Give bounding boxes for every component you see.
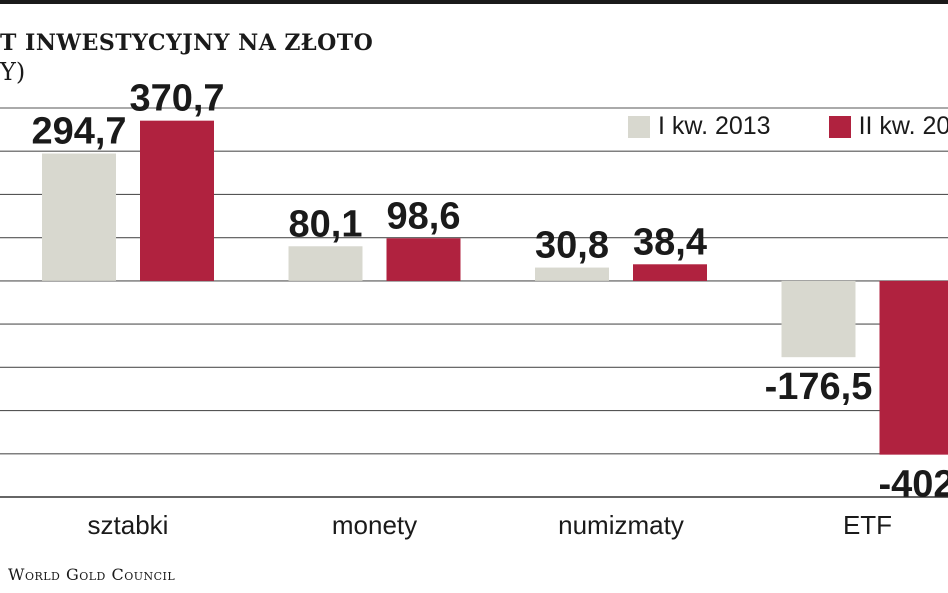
bar-numizmaty-series-2 bbox=[633, 264, 707, 281]
category-label: ETF bbox=[843, 510, 892, 540]
category-label: monety bbox=[332, 510, 417, 540]
legend-label-series-1: I kw. 2013 bbox=[658, 112, 771, 140]
data-label-monety-series-2: 98,6 bbox=[387, 195, 461, 237]
top-rule bbox=[0, 0, 948, 4]
bar-monety-series-1 bbox=[288, 246, 363, 281]
category-label: sztabki bbox=[88, 510, 169, 540]
chart-subtitle: Y) bbox=[0, 58, 26, 86]
bar-sztabki-series-2 bbox=[140, 120, 214, 281]
legend-swatch-series-1 bbox=[628, 115, 650, 138]
bar-monety-series-2 bbox=[386, 238, 461, 281]
data-label-sztabki-series-2: 370,7 bbox=[129, 78, 224, 120]
bar-sztabki-series-1 bbox=[42, 153, 116, 281]
data-label-numizmaty-series-2: 38,4 bbox=[633, 221, 707, 263]
data-label-monety-series-1: 80,1 bbox=[289, 203, 363, 245]
legend: I kw. 2013 II kw. 20 bbox=[628, 112, 948, 141]
data-label-sztabki-series-1: 294,7 bbox=[31, 111, 126, 153]
category-label: numizmaty bbox=[558, 510, 684, 540]
legend-label-series-2: II kw. 20 bbox=[858, 112, 948, 140]
data-label-numizmaty-series-1: 30,8 bbox=[535, 225, 609, 267]
bar-etf-series-1 bbox=[781, 280, 856, 358]
legend-swatch-series-2 bbox=[828, 115, 851, 138]
bar-numizmaty-series-1 bbox=[535, 267, 609, 281]
source-note: World Gold Council bbox=[8, 565, 176, 584]
chart-title: T INWESTYCYJNY NA ZŁOTO bbox=[0, 30, 374, 56]
bar-etf-series-2 bbox=[879, 280, 948, 455]
data-label-etf-series-1: -176,5 bbox=[765, 366, 873, 408]
data-label-etf-series-2: -402 bbox=[878, 464, 948, 506]
